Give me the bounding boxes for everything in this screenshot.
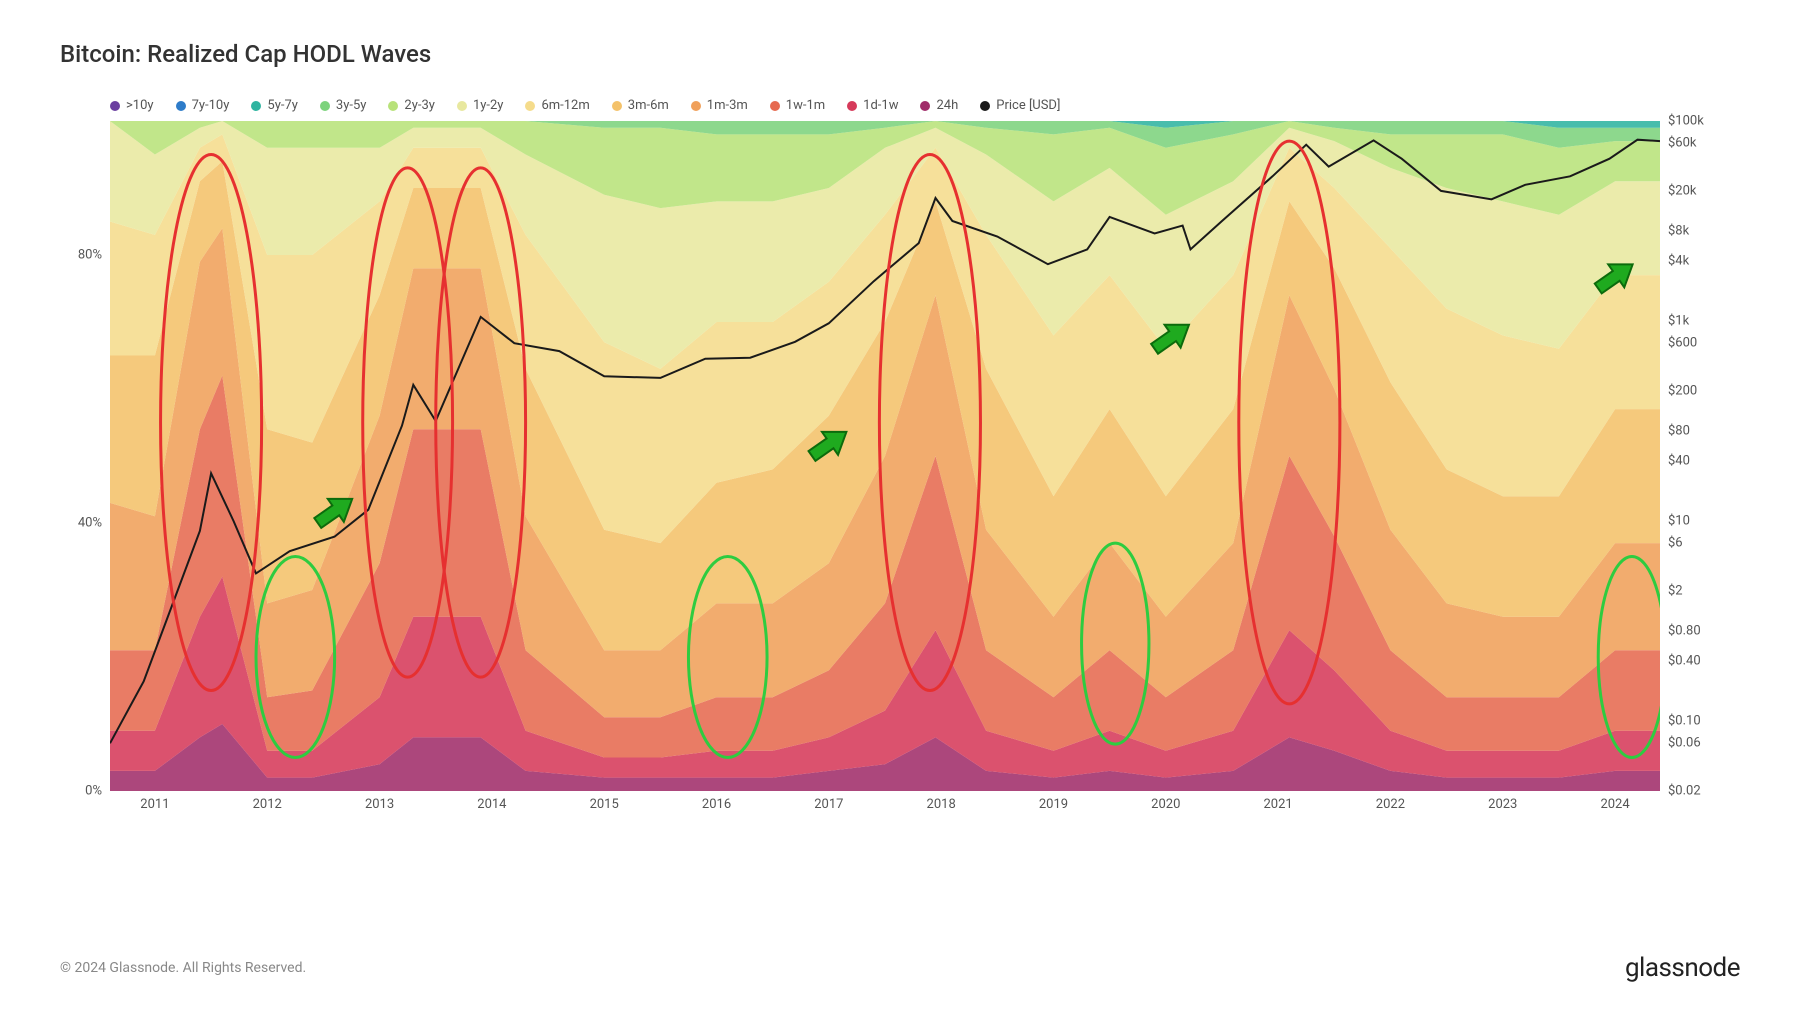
legend-label: 24h (936, 98, 958, 113)
y-right-tick: $0.80 (1668, 623, 1701, 638)
legend: >10y 7y-10y 5y-7y 3y-5y 2y-3y 1y-2y 6m-12m 3m-6… (60, 98, 1740, 113)
legend-label: >10y (126, 98, 154, 113)
x-axis: 2011 2012 2013 2014 2015 2016 2017 2018 2019 2020… (110, 791, 1660, 821)
legend-label: 3m-6m (628, 98, 669, 113)
legend-item: 24h (920, 98, 958, 113)
legend-dot (251, 101, 261, 111)
legend-dot (847, 101, 857, 111)
legend-item: 3y-5y (320, 98, 367, 113)
y-right-tick: $20k (1668, 183, 1697, 198)
y-right-tick: $10 (1668, 514, 1690, 529)
y-right-tick: $1k (1668, 314, 1689, 329)
legend-dot (320, 101, 330, 111)
legend-item: 5y-7y (251, 98, 298, 113)
y-right-tick: $600 (1668, 336, 1697, 351)
legend-item: 1y-2y (457, 98, 504, 113)
y-right-tick: $0.02 (1668, 784, 1701, 799)
legend-label: Price [USD] (996, 98, 1060, 113)
legend-dot (388, 101, 398, 111)
x-tick: 2020 (1151, 797, 1180, 812)
legend-label: 5y-7y (267, 98, 298, 113)
legend-dot (612, 101, 622, 111)
legend-item: 7y-10y (176, 98, 230, 113)
y-right-tick: $0.06 (1668, 736, 1701, 751)
y-left-tick: 80% (78, 248, 102, 263)
x-tick: 2011 (140, 797, 169, 812)
legend-dot (457, 101, 467, 111)
y-left-tick: 40% (78, 516, 102, 531)
x-tick: 2016 (702, 797, 731, 812)
y-right-tick: $80 (1668, 423, 1690, 438)
y-right-tick: $0.10 (1668, 714, 1701, 729)
legend-dot (110, 101, 120, 111)
legend-label: 3y-5y (336, 98, 367, 113)
legend-item: >10y (110, 98, 154, 113)
legend-label: 1y-2y (473, 98, 504, 113)
legend-label: 1m-3m (707, 98, 748, 113)
x-tick: 2012 (253, 797, 282, 812)
y-right-tick: $0.40 (1668, 653, 1701, 668)
x-tick: 2013 (365, 797, 394, 812)
legend-label: 2y-3y (404, 98, 435, 113)
legend-item: 6m-12m (525, 98, 589, 113)
legend-label: 1w-1m (786, 98, 825, 113)
legend-dot (920, 101, 930, 111)
x-tick: 2023 (1488, 797, 1517, 812)
y-left-tick: 0% (85, 784, 102, 799)
legend-item: Price [USD] (980, 98, 1060, 113)
x-tick: 2019 (1039, 797, 1068, 812)
legend-item: 1m-3m (691, 98, 748, 113)
y-right-tick: $200 (1668, 383, 1697, 398)
copyright: © 2024 Glassnode. All Rights Reserved. (60, 960, 306, 976)
y-right-tick: $6 (1668, 536, 1683, 551)
legend-item: 1w-1m (770, 98, 825, 113)
chart-area: 0% 40% 80% $0.02 $0.06 $0.10 $0.40 $0.80 $2 $6 $1… (60, 121, 1740, 821)
x-tick: 2014 (477, 797, 506, 812)
legend-dot (980, 101, 990, 111)
y-right-tick: $100k (1668, 114, 1704, 129)
legend-label: 1d-1w (863, 98, 898, 113)
legend-dot (770, 101, 780, 111)
legend-dot (525, 101, 535, 111)
x-tick: 2021 (1263, 797, 1292, 812)
legend-item: 2y-3y (388, 98, 435, 113)
legend-label: 6m-12m (541, 98, 589, 113)
y-right-tick: $2 (1668, 583, 1683, 598)
y-axis-left: 0%40%80% (60, 121, 110, 791)
chart-svg (110, 121, 1660, 791)
y-axis-right: $0.02$0.06$0.10$0.40$0.80$2$6$10$40$80$2… (1660, 121, 1740, 791)
x-tick: 2017 (814, 797, 843, 812)
x-tick: 2024 (1600, 797, 1629, 812)
x-tick: 2018 (927, 797, 956, 812)
legend-dot (176, 101, 186, 111)
x-tick: 2015 (590, 797, 619, 812)
legend-item: 1d-1w (847, 98, 898, 113)
y-right-tick: $4k (1668, 253, 1689, 268)
y-right-tick: $40 (1668, 453, 1690, 468)
legend-dot (691, 101, 701, 111)
chart-title: Bitcoin: Realized Cap HODL Waves (60, 40, 1740, 68)
legend-item: 3m-6m (612, 98, 669, 113)
x-tick: 2022 (1376, 797, 1405, 812)
legend-label: 7y-10y (192, 98, 230, 113)
y-right-tick: $8k (1668, 223, 1689, 238)
brand-logo: glassnode (1625, 953, 1740, 983)
y-right-tick: $60k (1668, 136, 1697, 151)
